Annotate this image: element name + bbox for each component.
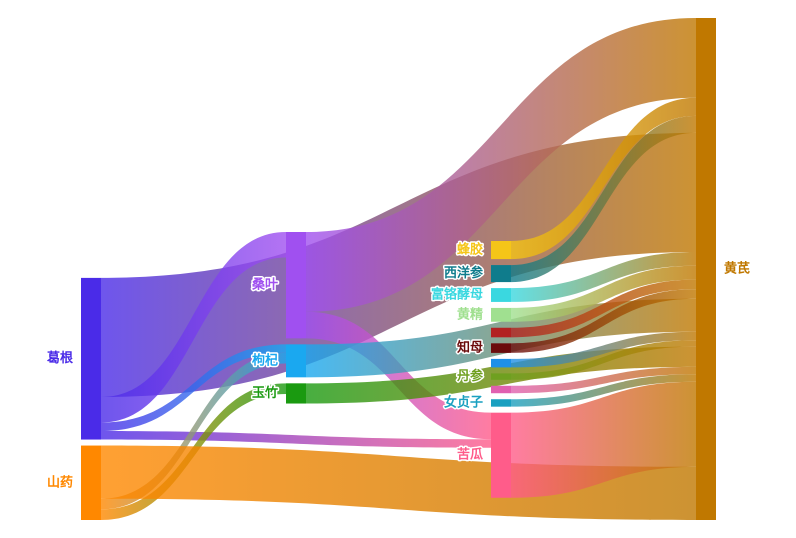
node: [491, 399, 511, 407]
link: [511, 97, 696, 260]
link: [511, 340, 696, 380]
node-label: 富铬酵母: [431, 287, 483, 303]
node: [286, 344, 306, 378]
node: [286, 383, 306, 404]
node-label: 葛根: [46, 350, 74, 366]
node: [491, 343, 511, 353]
node: [491, 412, 511, 498]
link: [511, 366, 696, 394]
node-label: 苦瓜: [457, 447, 483, 463]
node-label: 黄芪: [724, 261, 750, 277]
node: [491, 373, 511, 380]
node-label: 桑叶: [251, 277, 278, 293]
link: [511, 331, 696, 368]
link: [511, 374, 696, 407]
link: [101, 445, 696, 520]
node: [696, 18, 716, 520]
node: [81, 277, 101, 440]
node-label: 西洋参: [444, 265, 484, 281]
node-label: 黄精: [457, 306, 483, 322]
node-label: 女贞子: [444, 394, 483, 410]
link: [101, 344, 286, 432]
link: [511, 265, 696, 322]
link: [306, 18, 696, 312]
node: [491, 327, 511, 338]
node-label: 玉竹: [252, 385, 278, 401]
node-label: 枸杞: [252, 352, 278, 368]
node: [491, 307, 511, 322]
link: [511, 251, 696, 302]
node-label: 丹参: [457, 368, 484, 384]
node-label: 蜂胶: [457, 242, 483, 258]
link: [101, 352, 286, 510]
link: [101, 431, 491, 448]
node: [491, 385, 511, 394]
node-label: 知母: [457, 340, 483, 356]
link: [101, 232, 286, 423]
link: [511, 289, 696, 353]
node: [491, 265, 511, 283]
node-label: 山药: [47, 474, 73, 490]
link: [511, 279, 696, 338]
node: [286, 232, 306, 339]
link: [306, 298, 696, 378]
link: [511, 115, 696, 283]
node: [491, 358, 511, 368]
node: [491, 241, 511, 260]
link: [511, 381, 696, 498]
node: [491, 288, 511, 302]
node: [81, 445, 101, 520]
